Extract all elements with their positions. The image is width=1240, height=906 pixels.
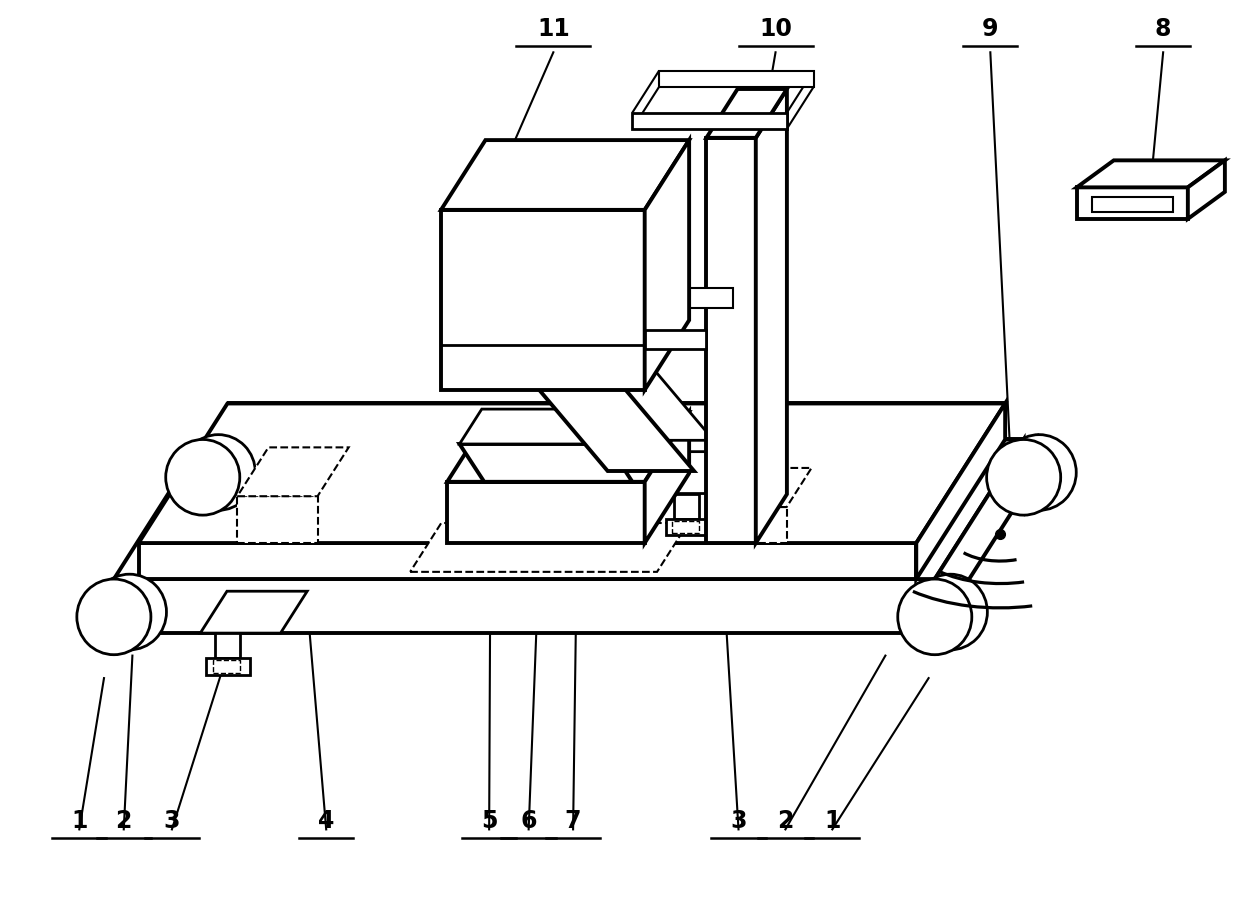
Polygon shape <box>1188 160 1225 219</box>
Text: 8: 8 <box>1154 16 1172 41</box>
Polygon shape <box>114 579 935 633</box>
Polygon shape <box>201 592 308 633</box>
Polygon shape <box>935 439 1024 633</box>
Polygon shape <box>460 410 630 444</box>
Polygon shape <box>632 112 787 129</box>
Polygon shape <box>448 412 689 482</box>
Polygon shape <box>1076 188 1188 219</box>
Ellipse shape <box>77 579 151 655</box>
Polygon shape <box>916 403 1006 579</box>
Ellipse shape <box>93 574 166 650</box>
Polygon shape <box>508 354 694 471</box>
Bar <box>212 660 239 673</box>
Bar <box>672 521 699 533</box>
Polygon shape <box>666 519 709 535</box>
Bar <box>237 496 317 543</box>
Polygon shape <box>645 140 689 390</box>
Polygon shape <box>1076 160 1225 188</box>
Text: 3: 3 <box>730 809 746 833</box>
Ellipse shape <box>1002 435 1076 510</box>
Ellipse shape <box>987 439 1060 516</box>
Text: 3: 3 <box>164 809 180 833</box>
Text: 6: 6 <box>521 809 537 833</box>
Text: 11: 11 <box>537 16 569 41</box>
Text: 7: 7 <box>565 809 582 833</box>
Polygon shape <box>528 323 714 440</box>
Polygon shape <box>139 403 1006 543</box>
Polygon shape <box>139 543 916 579</box>
Polygon shape <box>207 659 249 674</box>
Text: 1: 1 <box>825 809 841 833</box>
Text: 1: 1 <box>71 809 88 833</box>
Polygon shape <box>215 633 239 659</box>
Polygon shape <box>725 467 811 507</box>
Polygon shape <box>645 412 689 543</box>
Polygon shape <box>707 138 756 543</box>
Ellipse shape <box>166 439 239 516</box>
Polygon shape <box>671 288 733 307</box>
Polygon shape <box>410 523 688 572</box>
Text: 10: 10 <box>759 16 792 41</box>
Polygon shape <box>660 452 766 494</box>
Bar <box>725 507 786 543</box>
Polygon shape <box>448 482 645 543</box>
Ellipse shape <box>181 435 255 510</box>
Polygon shape <box>441 210 645 390</box>
Polygon shape <box>237 448 348 496</box>
Bar <box>1091 198 1173 212</box>
Ellipse shape <box>914 574 987 650</box>
Text: 2: 2 <box>777 809 794 833</box>
Text: 9: 9 <box>982 16 998 41</box>
Polygon shape <box>441 140 689 210</box>
Ellipse shape <box>898 579 972 655</box>
Polygon shape <box>460 444 632 482</box>
Polygon shape <box>756 89 787 543</box>
Polygon shape <box>658 71 813 87</box>
Text: 4: 4 <box>317 809 335 833</box>
Text: 2: 2 <box>115 809 131 833</box>
Polygon shape <box>114 439 1024 579</box>
Polygon shape <box>707 89 787 138</box>
Text: 5: 5 <box>481 809 497 833</box>
Polygon shape <box>675 494 699 519</box>
Polygon shape <box>645 330 707 350</box>
